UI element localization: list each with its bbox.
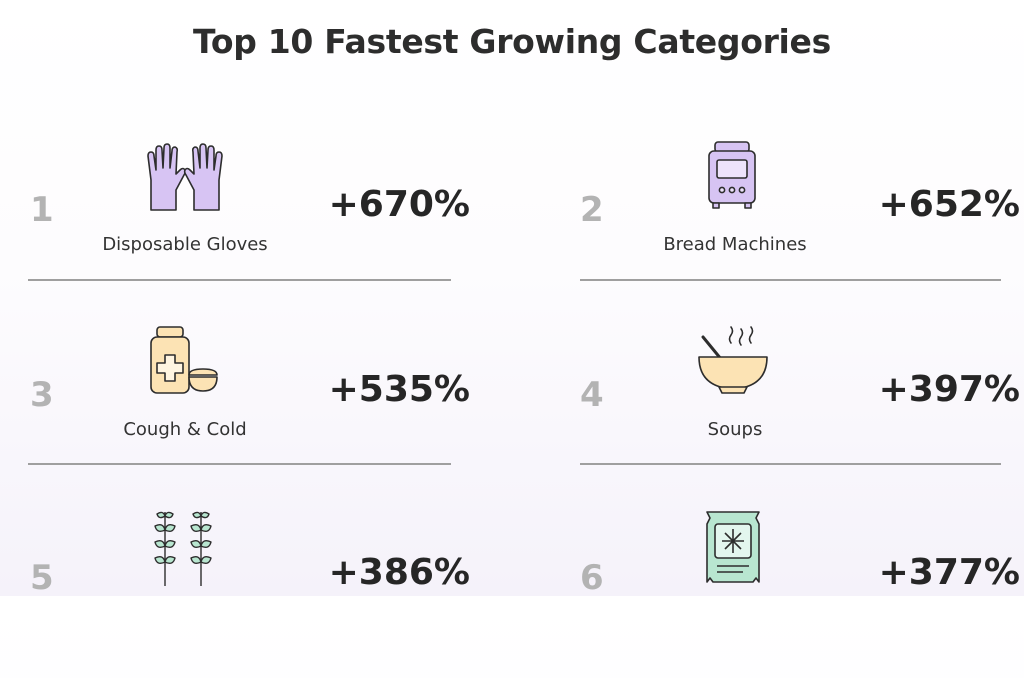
rank-number: 2: [580, 190, 604, 230]
rank-number: 1: [30, 190, 54, 230]
category-item-4: 4 Soups +397%: [580, 325, 1020, 495]
category-label: Disposable Gloves: [102, 234, 268, 255]
rank-number: 4: [580, 375, 604, 415]
category-item-5: 5: [30, 508, 470, 678]
category-label: Bread Machines: [663, 234, 807, 255]
divider: [580, 279, 1001, 281]
soup-bowl-icon: [695, 325, 775, 405]
category-item-1: 1 Disposable Gloves +670%: [30, 140, 470, 310]
growth-percent: +670%: [328, 184, 470, 225]
growth-percent: +535%: [328, 369, 470, 410]
rank-number: 6: [580, 558, 604, 598]
frozen-bag-icon: [695, 508, 775, 588]
wheat-icon: [145, 508, 225, 588]
category-item-6: 6 +377%: [580, 508, 1020, 678]
category-label: Cough & Cold: [123, 419, 247, 440]
category-label: Soups: [707, 419, 763, 440]
gloves-icon: [145, 140, 225, 220]
growth-percent: +397%: [878, 369, 1020, 410]
rank-number: 5: [30, 558, 54, 598]
divider: [28, 463, 451, 465]
bread-machine-icon: [695, 140, 775, 220]
divider: [28, 279, 451, 281]
divider: [580, 463, 1001, 465]
page-title: Top 10 Fastest Growing Categories: [193, 22, 831, 61]
growth-percent: +652%: [878, 184, 1020, 225]
medicine-icon: [145, 325, 225, 405]
category-item-2: 2 Bread Machines +652%: [580, 140, 1020, 310]
growth-percent: +377%: [878, 552, 1020, 593]
rank-number: 3: [30, 375, 54, 415]
growth-percent: +386%: [328, 552, 470, 593]
category-item-3: 3 Cough & Cold +535%: [30, 325, 470, 495]
